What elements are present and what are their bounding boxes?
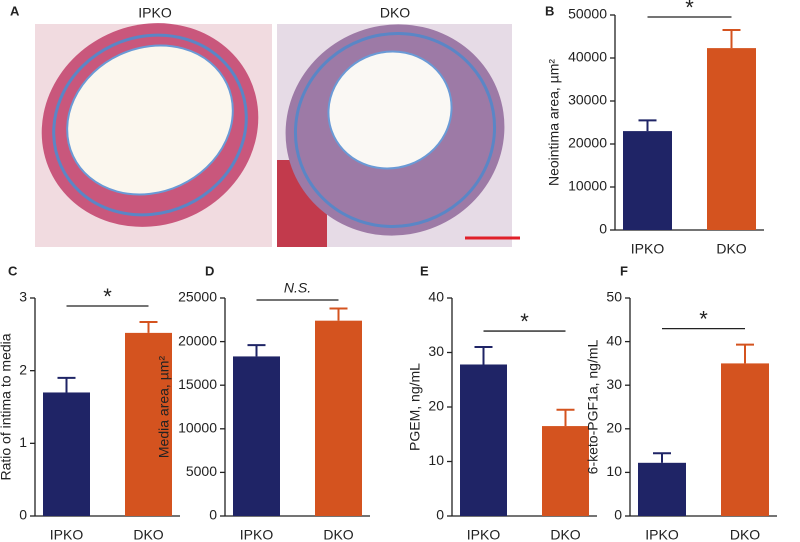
panel-letter: D (205, 263, 214, 278)
y-axis-label: Media area, µm² (156, 356, 172, 459)
significance-label: * (520, 309, 529, 334)
x-tick-label: IPKO (631, 241, 665, 257)
panel-letter: F (620, 263, 628, 278)
y-tick-label: 40 (428, 289, 444, 305)
y-tick-label: 10 (606, 463, 622, 479)
y-tick-label: 30000 (568, 92, 607, 108)
panel-letter: C (8, 263, 18, 278)
y-tick-label: 20 (428, 398, 444, 414)
significance-label: * (699, 306, 708, 331)
bar (315, 320, 362, 516)
panel-letter: E (420, 263, 429, 278)
y-tick-label: 20000 (178, 332, 217, 348)
panel-letter: A (10, 3, 20, 18)
y-tick-label: 25000 (178, 289, 217, 305)
x-tick-label: DKO (716, 241, 746, 257)
y-tick-label: 0 (436, 507, 444, 523)
y-axis-label: Ratio of intima to media (0, 333, 14, 480)
y-tick-label: 2 (19, 361, 27, 377)
x-tick-label: IPKO (467, 527, 501, 542)
significance-label: * (685, 0, 694, 20)
y-tick-label: 40000 (568, 49, 607, 65)
x-tick-label: DKO (323, 527, 353, 542)
bar (542, 426, 589, 516)
x-tick-label: IPKO (50, 527, 84, 542)
bar (125, 332, 172, 516)
histology-image (277, 24, 520, 247)
y-tick-label: 20000 (568, 135, 607, 151)
y-tick-label: 50000 (568, 6, 607, 22)
y-tick-label: 0 (19, 507, 27, 523)
y-tick-label: 20 (606, 420, 622, 436)
x-tick-label: DKO (133, 527, 163, 542)
y-tick-label: 0 (599, 221, 607, 237)
image-title: IPKO (138, 5, 172, 21)
bar (233, 356, 280, 516)
bar (638, 462, 686, 516)
x-tick-label: IPKO (240, 527, 274, 542)
image-title: DKO (380, 5, 410, 21)
y-axis-label: 6-keto-PGF1a, ng/mL (585, 339, 601, 474)
y-axis-label: Neointima area, µm² (546, 59, 562, 186)
y-axis-label: PGEM, ng/mL (407, 363, 423, 451)
bar (43, 392, 90, 516)
bar (623, 131, 672, 230)
y-tick-label: 5000 (186, 463, 217, 479)
bar (460, 364, 507, 516)
y-tick-label: 0 (614, 507, 622, 523)
histology-image (35, 23, 272, 247)
y-tick-label: 1 (19, 434, 27, 450)
y-tick-label: 3 (19, 289, 27, 305)
y-tick-label: 30 (606, 376, 622, 392)
x-tick-label: IPKO (645, 527, 679, 542)
bar (721, 363, 769, 516)
significance-label: * (103, 284, 112, 309)
bar (707, 48, 756, 230)
y-tick-label: 10 (428, 452, 444, 468)
y-tick-label: 40 (606, 332, 622, 348)
x-tick-label: DKO (730, 527, 760, 542)
y-tick-label: 50 (606, 289, 622, 305)
panel-letter: B (545, 3, 554, 18)
y-tick-label: 15000 (178, 376, 217, 392)
y-tick-label: 10000 (178, 420, 217, 436)
x-tick-label: DKO (550, 527, 580, 542)
y-tick-label: 0 (209, 507, 217, 523)
y-tick-label: 30 (428, 343, 444, 359)
y-tick-label: 10000 (568, 178, 607, 194)
significance-label: N.S. (284, 280, 311, 296)
